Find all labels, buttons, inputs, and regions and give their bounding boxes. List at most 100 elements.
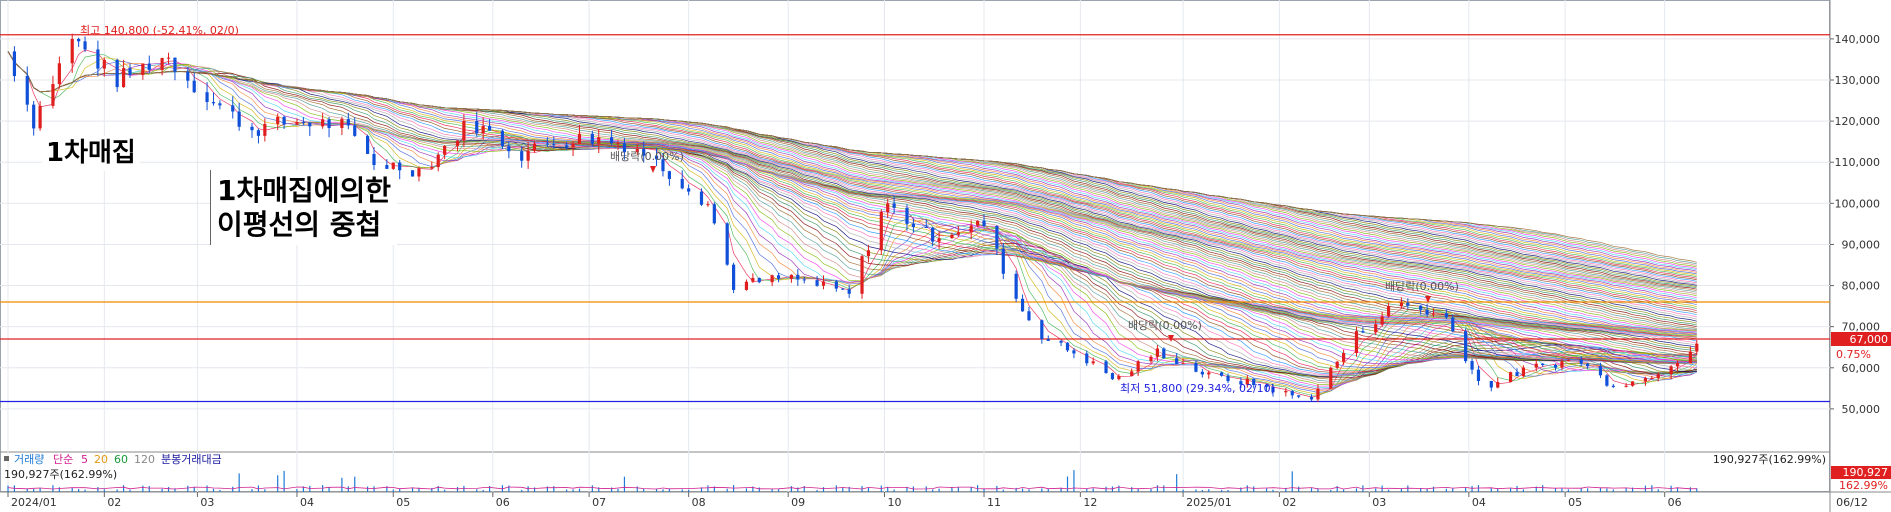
candle-body — [1521, 367, 1526, 377]
dividend-arrow-icon — [1425, 296, 1431, 303]
change-percent-label: 0.75% — [1836, 348, 1871, 361]
candle-body — [866, 250, 871, 257]
candle-body — [51, 84, 55, 106]
x-tick-label: 12 — [1083, 496, 1097, 509]
candle-body — [96, 49, 100, 69]
x-tick-label: 04 — [1472, 496, 1486, 509]
candle-body — [507, 146, 511, 152]
volume-legend-item: 5 — [81, 453, 88, 466]
candle-body — [982, 220, 986, 227]
candle-body — [706, 204, 710, 206]
candle-body — [1110, 373, 1115, 380]
moving-average-line — [7, 51, 1697, 281]
candle-body — [1605, 375, 1609, 386]
candle-body — [1496, 382, 1500, 388]
candle-body — [886, 203, 890, 213]
candle-body — [1065, 342, 1070, 351]
legend-marker-icon — [4, 456, 9, 461]
y-tick-label: 60,000 — [1842, 362, 1881, 375]
x-tick-label: 11 — [987, 496, 1001, 509]
volume-ma-line — [7, 486, 1697, 490]
candle-body — [654, 155, 659, 160]
candle-body — [32, 104, 36, 129]
candle-body — [956, 232, 960, 235]
moving-average-line — [7, 51, 1697, 386]
candle-body — [687, 188, 691, 192]
candle-body — [969, 225, 973, 233]
candle-body — [1675, 363, 1680, 367]
candle-body — [1425, 309, 1429, 315]
candle-body — [1566, 360, 1570, 362]
candle-body — [218, 103, 222, 106]
candle-body — [1014, 273, 1018, 299]
candle-body — [1586, 363, 1590, 367]
x-tick-label: 07 — [592, 496, 606, 509]
candle-body — [372, 153, 376, 166]
candle-body — [1534, 363, 1538, 368]
candle-body — [115, 59, 119, 88]
moving-average-line — [7, 51, 1697, 263]
x-tick-label: 2024/01 — [11, 496, 57, 509]
moving-average-line — [7, 51, 1697, 378]
candle-body — [950, 234, 954, 239]
candle-body — [1695, 343, 1699, 352]
candle-body — [545, 143, 549, 145]
candle-body — [577, 133, 582, 144]
moving-average-line — [7, 51, 1697, 382]
x-tick-label: 06 — [496, 496, 510, 509]
low-price-label: 최저 51,800 (29.34%, 02/10) — [1120, 382, 1275, 395]
annotation-ma-overlap: 1차매집에의한 이평선의 중첩 — [210, 170, 398, 246]
candle-body — [712, 204, 716, 224]
candle-body — [398, 162, 402, 171]
candle-body — [301, 122, 305, 124]
candle-body — [102, 59, 106, 69]
volume-value-label-right: 190,927주(162.99%) — [1713, 453, 1826, 466]
candle-body — [1117, 375, 1121, 380]
candle-body — [1489, 381, 1493, 388]
candle-body — [57, 63, 61, 85]
candle-body — [462, 120, 466, 141]
candle-body — [346, 119, 350, 126]
candle-body — [532, 143, 537, 151]
x-tick-label: 06 — [1668, 496, 1682, 509]
candle-body — [455, 140, 460, 146]
candle-body — [417, 168, 421, 177]
candle-body — [1624, 385, 1628, 387]
candle-body — [173, 57, 177, 72]
candle-body — [141, 63, 145, 75]
candle-body — [597, 137, 601, 144]
x-tick-label: 2025/01 — [1186, 496, 1232, 509]
candle-body — [1297, 395, 1301, 397]
candle-body — [892, 203, 896, 208]
x-tick-label: 08 — [692, 496, 706, 509]
candle-body — [1264, 385, 1269, 387]
candle-body — [1541, 363, 1545, 365]
candle-body — [1656, 374, 1660, 378]
candle-body — [770, 275, 774, 283]
candle-body — [321, 119, 325, 127]
candle-body — [1130, 371, 1134, 376]
volume-value-label: 190,927주(162.99%) — [4, 468, 117, 481]
candle-body — [147, 63, 151, 70]
x-tick-label: 03 — [1372, 496, 1386, 509]
x-tick-label: 02 — [107, 496, 121, 509]
candle-body — [391, 162, 395, 169]
x-tick-label: 05 — [1568, 496, 1582, 509]
candle-body — [751, 277, 755, 282]
candle-body — [1335, 361, 1339, 368]
candle-body — [1220, 372, 1224, 376]
candle-body — [1399, 302, 1404, 307]
volume-legend-item: 20 — [94, 453, 108, 466]
candle-body — [282, 116, 286, 125]
volume-tag-label: 190,927 — [1843, 466, 1889, 479]
candle-body — [1104, 361, 1108, 374]
candle-body — [802, 279, 806, 281]
candle-body — [680, 178, 684, 189]
candle-body — [77, 38, 81, 42]
candle-body — [327, 119, 331, 128]
candle-body — [1194, 362, 1198, 372]
candle-body — [1598, 366, 1603, 376]
candle-body — [565, 145, 569, 148]
